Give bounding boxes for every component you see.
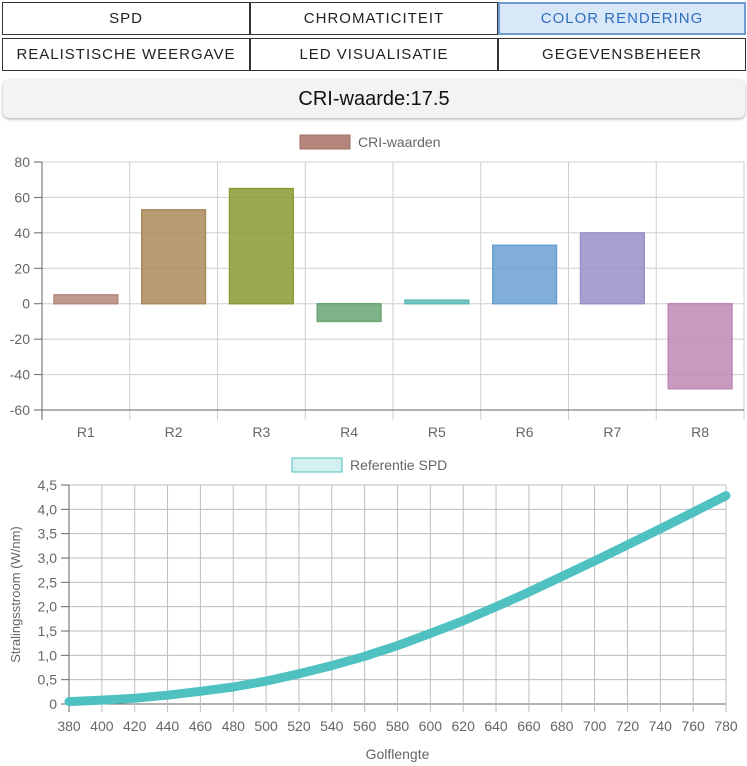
y-tick-label: -40: [10, 367, 30, 383]
y-tick-label: 20: [14, 260, 30, 276]
x-tick-label: 620: [452, 718, 476, 734]
tab-chromaticiteit[interactable]: CHROMATICITEIT: [250, 2, 498, 35]
y-tick-label: 0,5: [38, 672, 58, 688]
tab-color-rendering[interactable]: COLOR RENDERING: [498, 2, 746, 35]
x-tick-label: R4: [340, 424, 358, 440]
tab-led-visualisatie[interactable]: LED VISUALISATIE: [250, 38, 498, 71]
x-tick-label: 720: [616, 718, 640, 734]
y-tick-label: 0: [22, 296, 30, 312]
bar-r7: [579, 232, 645, 305]
series-line-referentie-spd: [64, 491, 731, 707]
legend-swatch: [299, 134, 351, 150]
y-tick-label: 0: [49, 696, 57, 712]
tab-realistische-weergave[interactable]: REALISTISCHE WEERGAVE: [2, 38, 250, 71]
x-tick-label: 500: [254, 718, 278, 734]
y-tick-label: 40: [14, 225, 30, 241]
y-tick-label: 4,0: [38, 501, 58, 517]
bar-r5: [404, 299, 470, 305]
legend-swatch: [291, 457, 343, 473]
x-tick-label: 740: [649, 718, 673, 734]
x-tick-label: 560: [353, 718, 377, 734]
x-axis-title: Golflengte: [366, 746, 430, 762]
y-tick-label: 60: [14, 189, 30, 205]
x-tick-label: 760: [681, 718, 705, 734]
y-tick-label: 1,5: [38, 623, 58, 639]
x-tick-label: 420: [123, 718, 147, 734]
tab-bar: SPD CHROMATICITEIT COLOR RENDERING REALI…: [2, 2, 746, 74]
x-tick-label: R3: [252, 424, 270, 440]
x-tick-label: 660: [517, 718, 541, 734]
x-tick-label: 600: [419, 718, 443, 734]
x-tick-label: 460: [189, 718, 213, 734]
x-tick-label: 680: [550, 718, 574, 734]
x-tick-label: R7: [603, 424, 621, 440]
y-tick-label: 2,0: [38, 599, 58, 615]
x-tick-label: 520: [287, 718, 311, 734]
bar-r1: [53, 294, 119, 305]
x-tick-label: R2: [165, 424, 183, 440]
x-tick-label: 700: [583, 718, 607, 734]
x-tick-label: R5: [428, 424, 446, 440]
legend-label: CRI-waarden: [358, 134, 440, 150]
tab-gegevensbeheer[interactable]: GEGEVENSBEHEER: [498, 38, 746, 71]
y-tick-label: 1,0: [38, 647, 58, 663]
y-tick-label: -60: [10, 402, 30, 418]
y-tick-label: 2,5: [38, 574, 58, 590]
x-tick-label: 540: [320, 718, 344, 734]
y-axis-title: Stralingsstroom (W/nm): [8, 526, 23, 663]
x-tick-label: 480: [222, 718, 246, 734]
x-tick-label: 400: [90, 718, 114, 734]
x-tick-label: R6: [516, 424, 534, 440]
x-tick-label: 380: [57, 718, 81, 734]
x-tick-label: 780: [714, 718, 738, 734]
bar-r3: [228, 187, 294, 305]
bar-r6: [492, 244, 558, 305]
y-tick-label: -20: [10, 331, 30, 347]
bar-r2: [141, 209, 207, 305]
y-tick-label: 4,5: [38, 477, 58, 493]
x-tick-label: 640: [484, 718, 508, 734]
y-tick-label: 3,0: [38, 550, 58, 566]
cri-bar-chart: CRI-waarden -60 -40 -20 0 20 40 60 80 R1 R2 R3 R4 R5 R…: [10, 134, 745, 440]
reference-spd-chart: Referentie SPD 0 0,5 1,0 1,5 2,0 2,5 3,0 3,5 4,0 4…: [8, 457, 738, 762]
tab-spd[interactable]: SPD: [2, 2, 250, 35]
bar-r4: [316, 302, 382, 323]
x-tick-label: R8: [691, 424, 709, 440]
y-tick-label: 80: [14, 154, 30, 170]
y-tick-label: 3,5: [38, 526, 58, 542]
bar-r8: [667, 302, 733, 390]
cri-value-display: CRI-waarde:17.5: [3, 80, 745, 118]
x-tick-label: R1: [77, 424, 95, 440]
legend-label: Referentie SPD: [350, 457, 447, 473]
x-tick-label: 440: [156, 718, 180, 734]
x-tick-label: 580: [386, 718, 410, 734]
